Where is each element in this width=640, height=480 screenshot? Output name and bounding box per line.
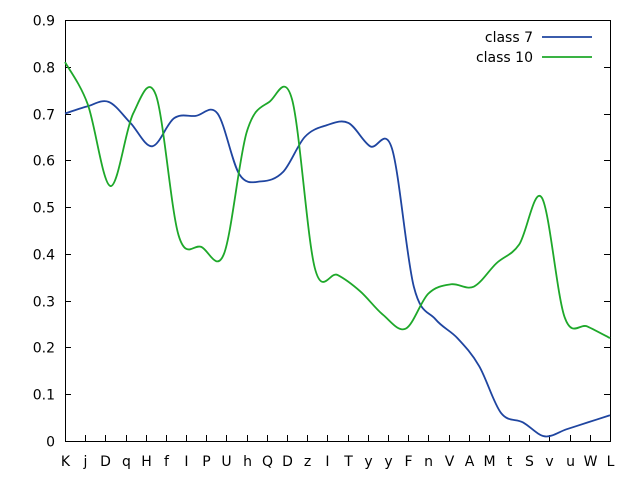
- y-axis: 0 0.1 0.2 0.3 0.4 0.5 0.6 0.7 0.8 0.9: [33, 14, 610, 451]
- series-lines: [64, 61, 611, 438]
- legend: class 7 class 10: [476, 30, 592, 66]
- x-tick-label: V: [445, 454, 455, 470]
- x-tick-label: M: [483, 454, 495, 470]
- x-tick-label: L: [607, 454, 615, 470]
- x-tick-label: q: [122, 454, 131, 470]
- x-tick-label: T: [343, 454, 353, 470]
- x-tick-label: W: [584, 454, 598, 470]
- x-tick-label: I: [325, 454, 329, 470]
- x-tick-label: z: [304, 454, 311, 470]
- y-tick-label: 0.8: [33, 61, 55, 77]
- x-tick-label: y: [364, 454, 372, 470]
- x-tick-label: A: [465, 454, 475, 470]
- x-tick-label: U: [221, 454, 231, 470]
- x-tick-label: K: [61, 454, 71, 470]
- y-tick-label: 0.9: [33, 14, 55, 30]
- x-tick-label: t: [507, 454, 513, 470]
- y-tick-label: 0.1: [33, 388, 55, 404]
- y-tick-label: 0.7: [33, 108, 55, 124]
- x-tick-label: u: [566, 454, 575, 470]
- series-line-class-10: [64, 61, 611, 339]
- x-tick-label: D: [282, 454, 293, 470]
- x-tick-label: H: [141, 454, 152, 470]
- x-tick-label: D: [100, 454, 111, 470]
- plot-frame: [65, 20, 611, 442]
- x-tick-label: n: [424, 454, 433, 470]
- x-tick-label: Q: [262, 454, 273, 470]
- x-tick-label: f: [164, 454, 170, 470]
- x-tick-label: P: [202, 454, 210, 470]
- x-tick-label: I: [184, 454, 188, 470]
- x-tick-label: j: [83, 454, 88, 470]
- legend-label-class-10: class 10: [476, 50, 533, 66]
- x-tick-label: y: [384, 454, 392, 470]
- x-tick-label: v: [545, 454, 553, 470]
- x-tick-label: h: [243, 454, 252, 470]
- y-tick-label: 0.3: [33, 295, 55, 311]
- x-tick-label: S: [525, 454, 534, 470]
- y-tick-label: 0.4: [33, 248, 55, 264]
- y-tick-label: 0: [46, 435, 55, 451]
- x-tick-label: F: [404, 454, 412, 470]
- y-tick-label: 0.6: [33, 154, 55, 170]
- legend-label-class-7: class 7: [485, 30, 533, 46]
- y-tick-label: 0.2: [33, 341, 55, 357]
- y-tick-label: 0.5: [33, 201, 55, 217]
- series-line-class-7: [64, 100, 611, 438]
